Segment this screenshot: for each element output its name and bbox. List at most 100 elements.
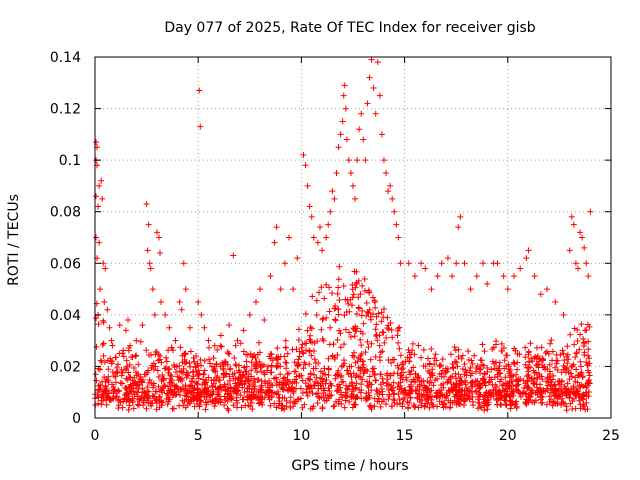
data-point — [321, 295, 328, 302]
data-point — [368, 387, 375, 394]
data-point — [169, 382, 176, 389]
data-point — [135, 361, 142, 368]
x-tick-label: 0 — [91, 428, 100, 444]
data-point — [342, 397, 349, 404]
data-point — [534, 352, 541, 359]
data-point — [406, 399, 413, 406]
data-point — [327, 324, 334, 331]
data-point — [576, 382, 583, 389]
data-point — [578, 363, 585, 370]
data-point — [468, 390, 475, 397]
data-point — [203, 401, 210, 408]
data-point — [546, 398, 553, 405]
data-point — [273, 374, 280, 381]
data-point — [95, 203, 102, 210]
data-point — [391, 208, 398, 215]
data-point — [444, 255, 451, 262]
data-point — [385, 395, 392, 402]
data-point — [350, 392, 357, 399]
data-point — [129, 399, 136, 406]
data-point — [539, 355, 546, 362]
data-point — [490, 393, 497, 400]
data-point — [353, 372, 360, 379]
data-point — [299, 341, 306, 348]
data-point — [226, 373, 233, 380]
data-point — [328, 392, 335, 399]
data-point — [443, 368, 450, 375]
data-point — [187, 363, 194, 370]
data-point — [198, 311, 205, 318]
data-point — [93, 377, 100, 384]
data-point — [346, 363, 353, 370]
data-point — [368, 340, 375, 347]
data-point — [367, 402, 374, 409]
x-tick-label: 15 — [396, 428, 414, 444]
data-point — [428, 286, 435, 293]
data-point — [333, 170, 340, 177]
data-point — [300, 350, 307, 357]
data-point — [362, 157, 369, 164]
data-point — [109, 368, 116, 375]
data-point — [366, 403, 373, 410]
data-point — [162, 311, 169, 318]
data-point — [102, 265, 109, 272]
data-point — [254, 394, 261, 401]
data-point — [484, 365, 491, 372]
data-point — [127, 387, 134, 394]
data-point — [167, 375, 174, 382]
data-point — [123, 375, 130, 382]
data-point — [364, 308, 371, 315]
data-point — [113, 364, 120, 371]
data-point — [327, 393, 334, 400]
data-point — [526, 359, 533, 366]
data-point — [124, 363, 131, 370]
data-point — [524, 378, 531, 385]
data-point — [378, 131, 385, 138]
data-point — [340, 92, 347, 99]
data-point — [524, 364, 531, 371]
data-point — [424, 355, 431, 362]
data-point — [329, 353, 336, 360]
data-point — [461, 391, 468, 398]
data-point — [405, 405, 412, 412]
data-point — [313, 374, 320, 381]
data-point — [428, 399, 435, 406]
data-point — [309, 390, 316, 397]
data-point — [536, 358, 543, 365]
data-point — [156, 404, 163, 411]
data-point — [359, 364, 366, 371]
data-point — [452, 370, 459, 377]
data-point — [561, 400, 568, 407]
data-point — [136, 398, 143, 405]
data-point — [167, 387, 174, 394]
data-point — [421, 402, 428, 409]
data-point — [349, 302, 356, 309]
data-point — [232, 361, 239, 368]
data-point — [346, 329, 353, 336]
data-point — [553, 351, 560, 358]
data-point — [578, 321, 585, 328]
data-point — [226, 366, 233, 373]
data-point — [383, 401, 390, 408]
data-point — [338, 363, 345, 370]
data-point — [117, 399, 124, 406]
data-point — [344, 386, 351, 393]
data-point — [148, 400, 155, 407]
data-point — [123, 357, 130, 364]
data-point — [364, 382, 371, 389]
data-point — [581, 340, 588, 347]
marks-layer — [92, 56, 594, 414]
data-point — [302, 310, 309, 317]
data-point — [290, 403, 297, 410]
data-point — [99, 341, 106, 348]
data-point — [580, 383, 587, 390]
data-point — [97, 384, 104, 391]
data-point — [99, 392, 106, 399]
data-point — [308, 352, 315, 359]
data-point — [151, 311, 158, 318]
data-point — [585, 338, 592, 345]
data-point — [271, 400, 278, 407]
data-point — [469, 360, 476, 367]
data-point — [194, 360, 201, 367]
data-point — [336, 296, 343, 303]
